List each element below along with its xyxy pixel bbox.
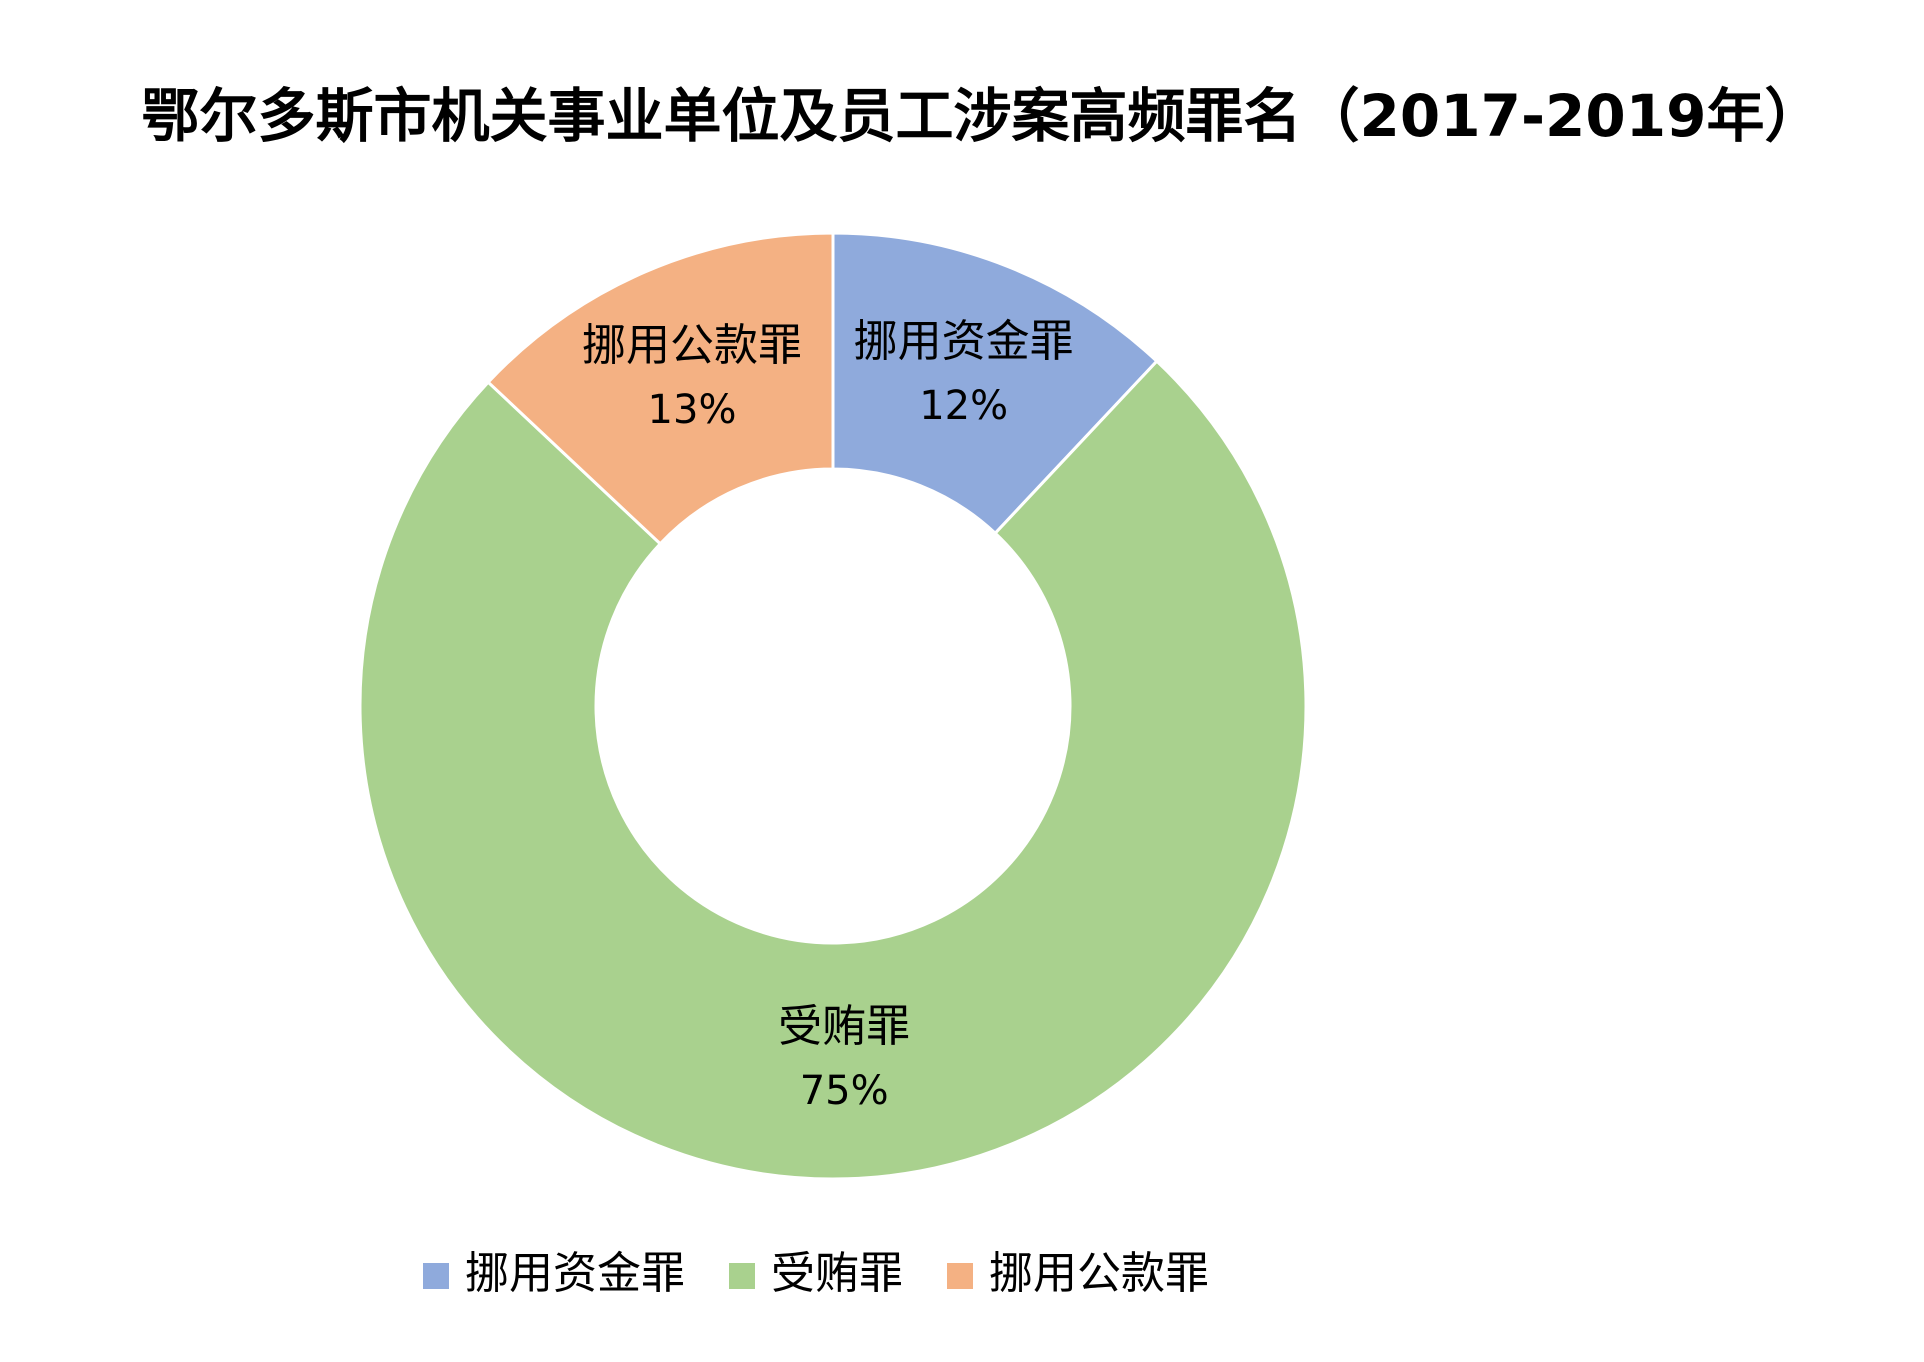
slice-value-label: 12% <box>919 383 1008 429</box>
legend-label: 挪用资金罪 <box>465 1248 685 1299</box>
legend-swatch <box>947 1263 973 1289</box>
slice <box>358 359 1308 1181</box>
slice-category-label: 受贿罪 <box>778 1001 910 1052</box>
slice-value-label: 75% <box>800 1068 889 1114</box>
legend-swatch <box>729 1263 755 1289</box>
slice-category-label: 挪用公款罪 <box>582 320 802 371</box>
legend-label: 挪用公款罪 <box>989 1248 1209 1299</box>
slice <box>831 231 1159 536</box>
legend-label: 受贿罪 <box>771 1248 903 1299</box>
slice <box>486 231 835 546</box>
slice-value-label: 13% <box>648 387 737 433</box>
legend-swatch <box>423 1263 449 1289</box>
chart-title: 鄂尔多斯市机关事业单位及员工涉案高频罪名（2017-2019年） <box>142 82 1823 150</box>
slice-category-label: 挪用资金罪 <box>854 316 1074 367</box>
